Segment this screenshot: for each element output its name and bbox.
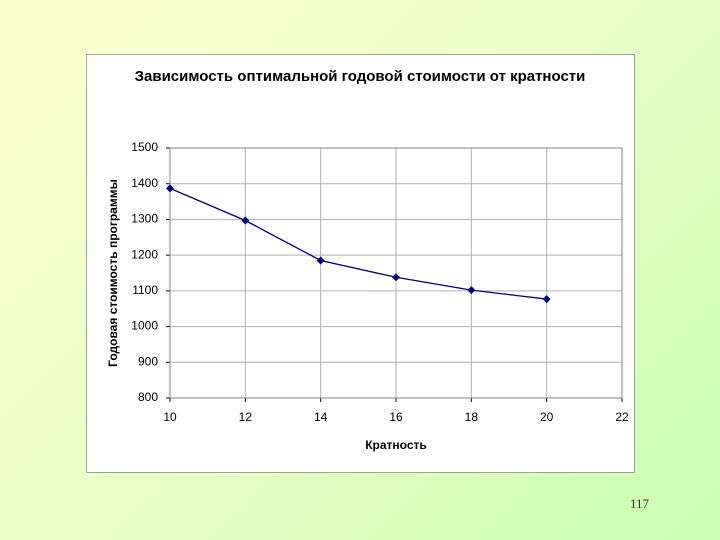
x-axis-label: Кратность xyxy=(365,438,427,452)
x-tick-label: 14 xyxy=(314,410,328,424)
x-tick-label: 22 xyxy=(615,410,629,424)
x-tick-label: 16 xyxy=(389,410,403,424)
x-tick-label: 20 xyxy=(540,410,554,424)
series-line xyxy=(169,187,547,300)
data-point xyxy=(392,273,400,282)
chart-area xyxy=(86,54,635,473)
y-tick-label: 800 xyxy=(138,390,158,404)
y-tick-label: 1200 xyxy=(131,247,158,261)
x-tick-label: 12 xyxy=(239,410,253,424)
y-tick-label: 1400 xyxy=(131,176,158,190)
y-tick-label: 1500 xyxy=(131,140,158,154)
x-tick-label: 18 xyxy=(465,410,479,424)
y-tick-label: 1100 xyxy=(132,283,158,297)
y-tick-label: 1300 xyxy=(131,212,158,226)
y-tick-label: 900 xyxy=(138,354,158,368)
y-tick-label: 1000 xyxy=(131,319,158,333)
data-point xyxy=(542,295,551,304)
data-point xyxy=(166,184,174,193)
y-axis-label: Годовая стоимость программы xyxy=(106,179,120,367)
x-tick-label: 10 xyxy=(163,410,177,424)
chart-title: Зависимость оптимальной годовой стоимост… xyxy=(134,68,586,85)
plot-frame xyxy=(169,147,623,399)
data-point xyxy=(467,286,476,295)
data-point xyxy=(316,256,325,265)
page-number: 117 xyxy=(630,496,650,511)
data-point xyxy=(241,216,250,225)
